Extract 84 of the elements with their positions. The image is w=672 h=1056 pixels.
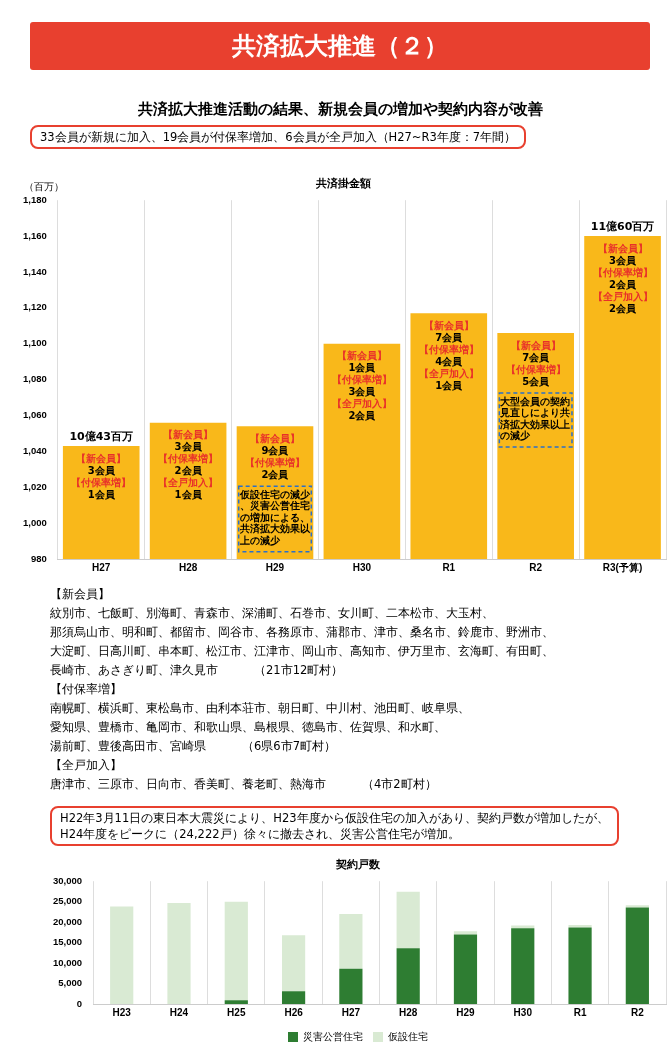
bar bbox=[339, 968, 363, 1004]
bar bbox=[511, 925, 535, 929]
x-tick-label: R3(予算) bbox=[602, 561, 643, 573]
text: 那須烏山市、明和町、都留市、岡谷市、各務原市、蒲郡市、津市、桑名市、鈴鹿市、野洲市、 bbox=[50, 624, 555, 641]
y-tick-label: 1,160 bbox=[22, 229, 47, 241]
y-tick-label: 1,060 bbox=[22, 409, 47, 421]
y-tick-label: 15,000 bbox=[52, 936, 83, 948]
chart-title: 契約戸数 bbox=[335, 857, 381, 870]
text: 共済拡大推進活動の結果、新規会員の増加や契約内容が改善 bbox=[136, 100, 544, 119]
x-tick-label: H29 bbox=[456, 1006, 476, 1018]
x-tick-label: H28 bbox=[178, 561, 198, 573]
bar bbox=[625, 905, 649, 908]
bar bbox=[568, 927, 592, 1004]
x-tick-label: R1 bbox=[573, 1006, 587, 1018]
text: 大淀町、日高川町、串本町、松江市、江津市、岡山市、高知市、伊万里市、玄海町、有田町、 bbox=[50, 643, 555, 660]
x-tick-label: R2 bbox=[529, 561, 543, 573]
y-tick-label: 1,180 bbox=[22, 193, 47, 205]
x-tick-label: H29 bbox=[265, 561, 285, 573]
y-tick-label: 980 bbox=[30, 552, 47, 564]
y-tick-label: 25,000 bbox=[52, 895, 83, 907]
bar bbox=[281, 935, 306, 992]
bar bbox=[511, 928, 535, 1004]
y-tick-label: 30,000 bbox=[52, 874, 83, 886]
annotation: 仮設住宅の減少、災害公営住宅の増加による、共済拡大効果以上の減少 bbox=[238, 488, 311, 546]
y-tick-label: 20,000 bbox=[52, 915, 83, 927]
bar bbox=[339, 913, 363, 969]
bar bbox=[167, 902, 191, 1004]
x-tick-label: H30 bbox=[513, 1006, 533, 1018]
y-tick-label: 1,080 bbox=[22, 373, 47, 385]
bar bbox=[224, 1000, 248, 1004]
annotation: 【新会員】3会員【付保率増】1会員 bbox=[71, 452, 132, 500]
text: 33会員が新規に加入、19会員が付保率増加、6会員が全戸加入（H27~R3年度：7年間） bbox=[40, 129, 517, 146]
text: H22年3月11日の東日本大震災により、H23年度から仮設住宅の加入があり、契約戸数が増加したが、 bbox=[60, 810, 609, 827]
x-tick-label: H27 bbox=[341, 1006, 361, 1018]
bar bbox=[281, 991, 306, 1004]
y-tick-label: 1,140 bbox=[22, 265, 47, 277]
bar bbox=[453, 934, 478, 1004]
x-tick-label: H28 bbox=[399, 1006, 418, 1018]
y-axis-title: （百万） bbox=[24, 180, 64, 192]
text: 【付保率増】 bbox=[50, 681, 123, 698]
bar bbox=[110, 906, 134, 1004]
y-tick-label: 1,040 bbox=[22, 444, 47, 456]
y-tick-label: 10,000 bbox=[52, 956, 83, 968]
bar bbox=[224, 901, 248, 1001]
bar bbox=[625, 907, 649, 1004]
bar bbox=[396, 891, 420, 949]
text: 紋別市、七飯町、別海町、青森市、深浦町、石巻市、女川町、二本松市、大玉村、 bbox=[50, 605, 495, 622]
legend-label: 災害公営住宅 bbox=[303, 1030, 363, 1042]
x-tick-label: R2 bbox=[630, 1006, 645, 1018]
y-tick-label: 5,000 bbox=[58, 977, 83, 989]
x-tick-label: H27 bbox=[92, 561, 111, 573]
text: 【新会員】 bbox=[50, 586, 111, 603]
x-tick-label: H30 bbox=[352, 561, 372, 573]
annotation: 10億43百万 bbox=[69, 430, 134, 444]
annotation: 【新会員】3会員【付保率増】2会員【全戸加入】2会員 bbox=[592, 242, 653, 314]
legend-label: 仮設住宅 bbox=[388, 1030, 428, 1042]
y-tick-label: 1,000 bbox=[22, 516, 47, 528]
y-tick-label: 1,120 bbox=[22, 301, 47, 313]
y-tick-label: 1,100 bbox=[22, 337, 47, 349]
text: H24年度をピークに（24,222戸）徐々に撤去され、災害公営住宅が増加。 bbox=[60, 826, 461, 843]
annotation: 大型会員の契約見直しにより共済拡大効果以上の減少 bbox=[499, 395, 571, 442]
annotation: 【新会員】7会員【付保率増】5会員 bbox=[505, 339, 566, 387]
annotation: 【新会員】9会員【付保率増】2会員 bbox=[245, 432, 305, 480]
text: 愛知県、豊橋市、亀岡市、和歌山県、島根県、徳島市、佐賀県、和水町、 bbox=[50, 719, 447, 736]
x-tick-label: H24 bbox=[169, 1006, 189, 1018]
chart-title: 共済掛金額 bbox=[314, 176, 371, 190]
text: 湯前町、豊後高田市、宮崎県 （6県6市7町村） bbox=[50, 738, 337, 755]
x-tick-label: R1 bbox=[442, 561, 456, 573]
text: 共済拡大推進（２） bbox=[30, 22, 650, 70]
annotation: 【新会員】3会員【付保率増】2会員【全戸加入】1会員 bbox=[158, 429, 219, 501]
text: 長崎市、あさぎり町、津久見市 （21市12町村） bbox=[50, 662, 345, 679]
annotation: 11億60百万 bbox=[590, 220, 655, 234]
x-tick-label: H25 bbox=[227, 1006, 246, 1018]
x-tick-label: H26 bbox=[284, 1006, 304, 1018]
annotation: 【新会員】7会員【付保率増】4会員【全戸加入】1会員 bbox=[418, 319, 479, 391]
y-tick-label: 1,020 bbox=[22, 480, 47, 492]
annotation: 【新会員】1会員【付保率増】3会員【全戸加入】2会員 bbox=[331, 350, 392, 422]
text: 【全戸加入】 bbox=[50, 757, 123, 774]
x-tick-label: H23 bbox=[112, 1006, 132, 1018]
y-tick-label: 0 bbox=[76, 997, 83, 1009]
bar bbox=[453, 931, 478, 935]
text: 唐津市、三原市、日向市、香美町、養老町、熱海市 （4市2町村） bbox=[50, 776, 438, 793]
text: 南幌町、横浜町、東松島市、由利本荘市、朝日町、中川村、池田町、岐阜県、 bbox=[50, 700, 471, 717]
bar bbox=[396, 948, 420, 1004]
